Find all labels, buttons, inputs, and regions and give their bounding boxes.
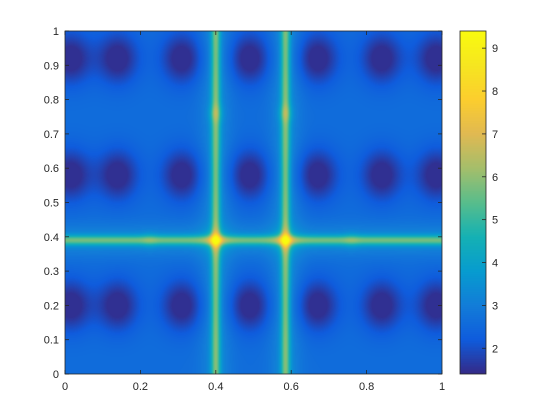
y-tick-label: 0.3 — [44, 266, 59, 278]
colorbar-tick-label: 7 — [492, 129, 498, 141]
colorbar-tick-label: 3 — [492, 300, 498, 312]
y-tick-label: 1 — [53, 26, 59, 38]
y-tick-label: 0.7 — [44, 129, 59, 141]
y-tick-label: 0.2 — [44, 300, 59, 312]
y-tick-label: 0.4 — [44, 232, 59, 244]
colorbar-gradient — [460, 31, 486, 374]
colorbar: 2 3 4 5 6 7 8 9 — [459, 30, 498, 375]
colorbar-tick-label: 9 — [492, 43, 498, 55]
x-tick-label: 1 — [439, 381, 445, 393]
colorbar-tick-label: 2 — [492, 343, 498, 355]
colorbar-box — [459, 30, 487, 375]
x-axis: 0 0.2 0.4 0.6 0.8 1 — [62, 31, 445, 393]
y-tick-label: 0.8 — [44, 95, 59, 107]
y-tick-label: 0.5 — [44, 198, 59, 210]
x-tick-label: 0 — [62, 381, 68, 393]
y-tick-label: 0 — [53, 369, 59, 381]
x-tick-label: 0.4 — [208, 381, 223, 393]
heatmap-plot: 0 0.2 0.4 0.6 0.8 1 0 0.1 0.2 0.3 0.4 0.5 0.6 0.7 0.8… — [44, 26, 445, 393]
colorbar-tick-label: 8 — [492, 86, 498, 98]
y-axis: 0 0.1 0.2 0.3 0.4 0.5 0.6 0.7 0.8 0.9 1 — [44, 26, 442, 381]
colorbar-tick-label: 6 — [492, 172, 498, 184]
colorbar-tick-label: 5 — [492, 215, 498, 227]
colorbar-tick-label: 4 — [492, 258, 498, 270]
x-tick-label: 0.6 — [284, 381, 299, 393]
x-tick-label: 0.8 — [359, 381, 374, 393]
x-tick-label: 0.2 — [133, 381, 148, 393]
y-tick-label: 0.6 — [44, 163, 59, 175]
heatmap-surface — [65, 31, 442, 374]
colorbar-axis: 2 3 4 5 6 7 8 9 — [482, 43, 498, 355]
y-tick-label: 0.1 — [44, 335, 59, 347]
y-tick-label: 0.9 — [44, 60, 59, 72]
